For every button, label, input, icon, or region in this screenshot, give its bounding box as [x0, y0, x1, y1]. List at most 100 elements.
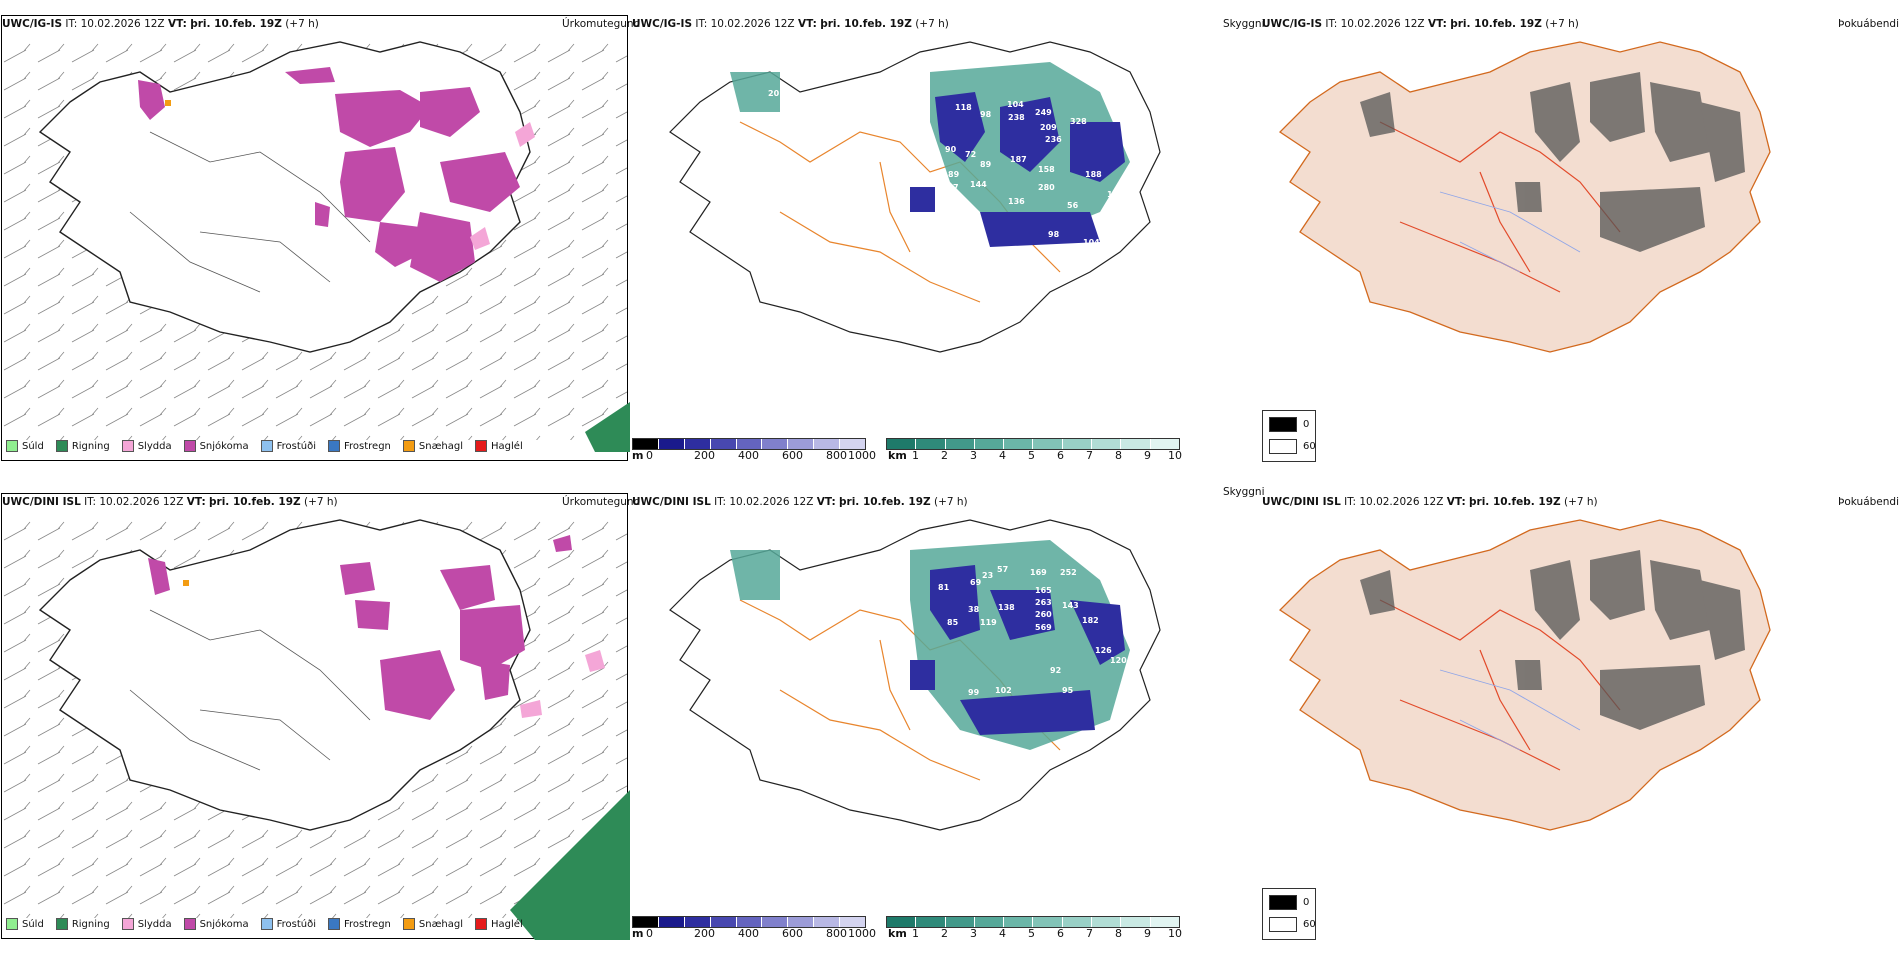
precip-legend: Súld Rigning Slydda Snjókoma Frostúði Fr… [6, 918, 523, 930]
svg-text:136: 136 [1008, 197, 1025, 206]
legend-swatch [6, 440, 18, 452]
fog-panel-dini: UWC/DINI ISL IT: 10.02.2026 12Z VT: þri.… [1260, 490, 1890, 955]
svg-text:85: 85 [947, 618, 959, 627]
svg-text:328: 328 [1070, 117, 1087, 126]
iceland-map [1260, 12, 1890, 432]
svg-text:92: 92 [1050, 666, 1061, 675]
svg-text:69: 69 [970, 578, 982, 587]
svg-text:81: 81 [938, 583, 950, 592]
svg-text:7: 7 [953, 183, 959, 192]
svg-text:126: 126 [1095, 646, 1112, 655]
legend-item: Súld [6, 918, 44, 930]
svg-text:23: 23 [982, 571, 993, 580]
svg-text:92: 92 [912, 238, 923, 247]
svg-text:252: 252 [1060, 568, 1077, 577]
visibility-panel-dini: UWC/DINI ISL IT: 10.02.2026 12Z VT: þri.… [630, 490, 1260, 955]
legend-item: Haglél [475, 918, 523, 930]
legend-swatch [56, 440, 68, 452]
height-unit: m [632, 927, 643, 940]
legend-swatch [184, 918, 196, 930]
legend-swatch [261, 440, 273, 452]
svg-text:72: 72 [965, 150, 976, 159]
precip-type-panel-dini: UWC/DINI ISL IT: 10.02.2026 12Z VT: þri.… [0, 490, 630, 955]
iceland-map [0, 12, 630, 462]
legend-swatch [328, 440, 340, 452]
svg-text:20: 20 [768, 89, 780, 98]
svg-text:280: 280 [1038, 183, 1055, 192]
svg-text:89: 89 [980, 160, 992, 169]
legend-item: Frostregn [328, 918, 391, 930]
distance-unit: km [888, 927, 907, 940]
legend-swatch [6, 918, 18, 930]
legend-swatch [122, 440, 134, 452]
svg-text:134: 134 [965, 252, 982, 261]
legend-swatch [261, 918, 273, 930]
legend-item: Rigning [56, 440, 110, 452]
iceland-map [1260, 490, 1890, 910]
svg-text:182: 182 [1082, 616, 1099, 625]
legend-swatch [403, 918, 415, 930]
svg-text:95: 95 [1062, 686, 1074, 695]
legend-item: Frostúði [261, 440, 316, 452]
legend-item: Snjókoma [184, 440, 249, 452]
svg-text:260: 260 [1035, 610, 1052, 619]
legend-swatch [328, 918, 340, 930]
svg-text:38: 38 [968, 605, 980, 614]
svg-text:98: 98 [1048, 230, 1060, 239]
legend-item: Slydda [122, 918, 172, 930]
svg-text:118: 118 [955, 103, 972, 112]
svg-text:86: 86 [998, 248, 1010, 257]
svg-text:104: 104 [1007, 100, 1024, 109]
svg-text:263: 263 [1035, 598, 1052, 607]
legend-swatch [475, 918, 487, 930]
legend-item: Haglél [475, 440, 523, 452]
svg-text:99: 99 [968, 688, 980, 697]
svg-text:86: 86 [928, 228, 940, 237]
svg-text:249: 249 [1035, 108, 1052, 117]
svg-text:188: 188 [1085, 170, 1102, 179]
svg-text:143: 143 [1062, 601, 1079, 610]
svg-text:269: 269 [1025, 253, 1042, 262]
svg-text:238: 238 [1008, 113, 1025, 122]
svg-text:119: 119 [980, 618, 997, 627]
svg-text:90: 90 [945, 145, 957, 154]
distance-unit: km [888, 449, 907, 462]
legend-item: Rigning [56, 918, 110, 930]
visibility-panel-ig: UWC/IG-IS IT: 10.02.2026 12Z VT: þri. 10… [630, 12, 1260, 477]
legend-item: Frostregn [328, 440, 391, 452]
legend-item: Snjókoma [184, 918, 249, 930]
svg-text:120: 120 [1110, 656, 1127, 665]
legend-item: Snæhagl [403, 918, 463, 930]
height-unit: m [632, 449, 643, 462]
svg-text:57: 57 [997, 565, 1008, 574]
iceland-map [0, 490, 630, 940]
iceland-map: 20 118 98 104 238 249 209 328 236 90 72 … [630, 12, 1260, 432]
svg-text:209: 209 [1040, 123, 1057, 132]
svg-text:19: 19 [1107, 190, 1119, 199]
svg-text:104: 104 [1083, 238, 1100, 247]
legend-swatch [56, 918, 68, 930]
svg-text:236: 236 [1045, 135, 1062, 144]
svg-text:89: 89 [948, 170, 960, 179]
legend-item: Slydda [122, 440, 172, 452]
svg-text:56: 56 [1067, 201, 1079, 210]
svg-text:98: 98 [980, 110, 992, 119]
graupel-point [165, 100, 171, 106]
legend-swatch [184, 440, 196, 452]
legend-swatch [403, 440, 415, 452]
legend-swatch [122, 918, 134, 930]
legend-item: Snæhagl [403, 440, 463, 452]
svg-text:138: 138 [998, 603, 1015, 612]
graupel-point [183, 580, 189, 586]
svg-text:569: 569 [1035, 623, 1052, 632]
legend-item: Frostúði [261, 918, 316, 930]
svg-text:165: 165 [1035, 586, 1052, 595]
precip-legend: Súld Rigning Slydda Snjókoma Frostúði Fr… [6, 440, 523, 452]
legend-item: Súld [6, 440, 44, 452]
iceland-map: 81 69 23 57 169 252 165 263 143 138 260 … [630, 490, 1260, 910]
svg-text:102: 102 [995, 686, 1012, 695]
legend-swatch [475, 440, 487, 452]
svg-text:99: 99 [1058, 253, 1070, 262]
svg-text:158: 158 [1038, 165, 1055, 174]
precip-type-panel-ig: UWC/IG-IS IT: 10.02.2026 12Z VT: þri. 10… [0, 12, 630, 477]
